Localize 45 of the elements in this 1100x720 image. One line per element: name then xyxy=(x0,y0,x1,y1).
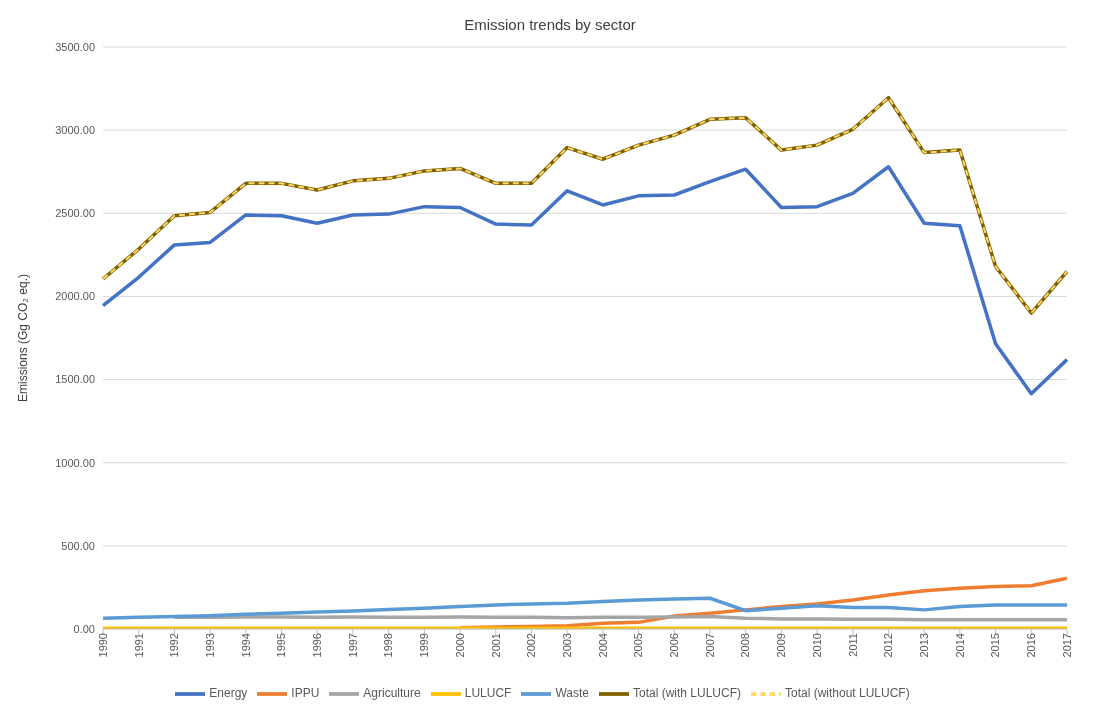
y-tick-label: 3000.00 xyxy=(55,124,95,137)
x-tick-label: 2013 xyxy=(918,633,930,658)
legend-label: Agriculture xyxy=(363,686,421,701)
x-tick-label: 2000 xyxy=(453,633,466,658)
legend-label: Waste xyxy=(555,686,589,701)
y-tick-label: 2000.00 xyxy=(55,290,95,303)
x-tick-label: 1997 xyxy=(346,633,359,658)
y-tick-label: 2500.00 xyxy=(55,207,95,220)
x-tick-label: 2005 xyxy=(632,633,645,658)
legend-label: Total (with LULUCF) xyxy=(632,686,741,701)
x-tick-label: 1993 xyxy=(203,633,216,658)
y-tick-label: 1000.00 xyxy=(55,456,95,469)
x-tick-label: 2017 xyxy=(1060,633,1073,658)
x-tick-label: 2012 xyxy=(882,633,895,658)
x-tick-label: 2003 xyxy=(560,633,573,658)
x-tick-label: 2009 xyxy=(775,633,788,658)
legend-label: Energy xyxy=(209,686,248,701)
x-tick-label: 1995 xyxy=(275,633,288,658)
legend-label: LULUCF xyxy=(464,686,512,701)
x-tick-label: 2014 xyxy=(953,633,966,658)
x-tick-label: 2006 xyxy=(668,633,681,658)
x-tick-label: 1990 xyxy=(96,633,109,658)
x-tick-label: 2010 xyxy=(810,633,823,658)
x-tick-label: 2007 xyxy=(703,633,716,658)
chart-title: Emission trends by sector xyxy=(463,15,637,35)
legend-label: IPPU xyxy=(291,686,320,701)
legend-label: Total (without LULUCF) xyxy=(784,686,910,701)
x-tick-label: 2004 xyxy=(596,633,609,658)
x-tick-label: 1991 xyxy=(132,633,145,658)
x-tick-label: 2001 xyxy=(489,633,502,658)
y-tick-label: 500.00 xyxy=(61,539,95,552)
x-tick-label: 2002 xyxy=(525,633,538,658)
x-tick-label: 1999 xyxy=(418,633,431,658)
x-tick-label: 2008 xyxy=(739,633,752,658)
x-tick-label: 1994 xyxy=(239,633,252,658)
x-tick-label: 1996 xyxy=(311,633,324,658)
x-tick-label: 2016 xyxy=(1025,633,1038,658)
y-axis-title: Emissions (Gg CO₂ eq.) xyxy=(16,273,31,403)
x-tick-label: 2011 xyxy=(846,633,859,657)
x-tick-label: 1992 xyxy=(168,633,181,658)
x-tick-label: 1998 xyxy=(382,633,395,658)
y-tick-label: 3500.00 xyxy=(55,40,95,53)
y-tick-label: 1500.00 xyxy=(55,373,95,386)
y-tick-label: 0.00 xyxy=(73,622,95,635)
x-tick-label: 2015 xyxy=(989,633,1002,658)
